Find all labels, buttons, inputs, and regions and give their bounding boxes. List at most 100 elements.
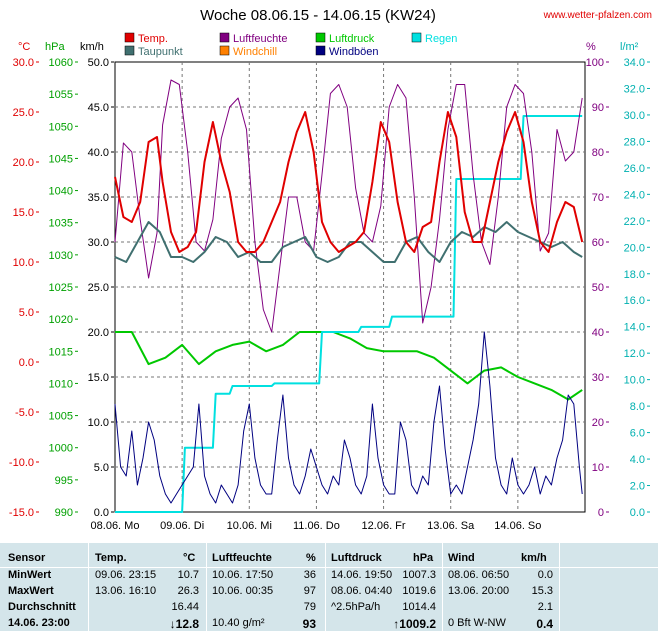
cell-hum-val: 97 [303,585,316,597]
legend-label: Windchill [233,46,277,58]
legend-label: Taupunkt [138,46,183,58]
tick-label-wind: 15.0 [88,372,109,384]
tick-label-pressure: 1060 [49,57,73,69]
cell-temp-val: 10.7 [177,569,199,581]
legend-swatch [315,45,326,56]
tick-label-rain: 14.0 [624,322,645,334]
x-tick-label: 09.06. Di [160,520,204,532]
cell-abs-humidity: 10.40 g/m² [212,617,265,629]
tick-label-temp: 25.0 [13,107,34,119]
x-tick-label: 08.06. Mo [91,520,140,532]
tick-label-wind: 35.0 [88,192,109,204]
x-tick-label: 14.06. So [494,520,541,532]
tick-label-wind: 40.0 [88,147,109,159]
series-line-taupunkt [114,221,583,263]
tick-label-rain: 6.0 [630,428,645,440]
tick-label-temp: 5.0 [19,307,34,319]
tick-label-humidity: 80 [592,147,604,159]
cell-temp-current: ↓12.8 [169,617,199,631]
tick-label-rain: 28.0 [624,136,645,148]
plot-area [114,61,586,513]
tick-label-rain: 34.0 [624,57,645,69]
tick-label-humidity: 0 [598,507,604,519]
tick-label-pressure: 1010 [49,378,73,390]
tick-label-pressure: 1000 [49,443,73,455]
tick-label-pressure: 1025 [49,282,73,294]
tick-label-pressure: 1030 [49,250,73,262]
legend-swatch [315,32,326,43]
cell-wind-time: 13.06. 20:00 [448,585,510,597]
tick-label-pressure: 1040 [49,186,73,198]
x-tick-label: 10.06. Mi [227,520,272,532]
tick-label-wind: 30.0 [88,237,109,249]
cell-press-val: 1014.4 [402,601,436,613]
tick-label-pressure: 1045 [49,153,73,165]
tick-label-temp: 20.0 [13,157,34,169]
series-line-regen [115,115,583,513]
cell-temp-val: 16.44 [171,601,199,613]
series-line-temp [114,111,584,253]
tick-label-wind: 0.0 [94,507,109,519]
legend-swatch [219,45,230,56]
tick-label-temp: 10.0 [13,257,34,269]
legend-label: Windböen [329,46,379,58]
legend-swatch [124,45,135,56]
tick-label-rain: 12.0 [624,348,645,360]
tick-label-rain: 10.0 [624,375,645,387]
tick-label-temp: -10.0 [9,457,34,469]
x-tick-label: 12.06. Fr [362,520,406,532]
legend-swatch [124,32,135,43]
tick-label-humidity: 60 [592,237,604,249]
legend-label: Temp. [138,33,168,45]
cell-press-time: 08.06. 04:40 [331,585,393,597]
cell-temp-time: 13.06. 16:10 [95,585,157,597]
tick-label-pressure: 1020 [49,314,73,326]
tick-label-humidity: 50 [592,282,604,294]
cell-hum-val: 36 [303,569,316,581]
tick-label-temp: -5.0 [15,407,34,419]
row-label-current: 14.06. 23:00 [8,617,70,629]
humidity-unit: % [586,41,596,53]
rain-unit: l/m² [620,41,639,53]
legend-label: Regen [425,33,457,45]
tick-label-humidity: 100 [586,57,604,69]
tick-label-temp: 15.0 [13,207,34,219]
cell-temp-val: 26.3 [177,585,199,597]
site-url[interactable]: www.wetter-pfalzen.com [543,10,652,21]
tick-label-rain: 8.0 [630,401,645,413]
tick-label-pressure: 1005 [49,411,73,423]
tick-label-wind: 50.0 [88,57,109,69]
tick-label-rain: 16.0 [624,295,645,307]
cell-hum-time: 10.06. 00:35 [212,585,274,597]
cell-press-time: ^2.5hPa/h [331,601,381,613]
header-temp: Temp. [95,552,127,564]
tick-label-rain: 22.0 [624,216,645,228]
tick-label-rain: 32.0 [624,83,645,95]
tick-label-temp: 30.0 [13,57,34,69]
row-label: MaxWert [8,585,54,597]
header-pressure-unit: hPa [413,552,434,564]
tick-label-pressure: 1055 [49,89,73,101]
cell-press-val: 1019.6 [402,585,436,597]
header-sensor: Sensor [8,552,46,564]
legend-label: Luftdruck [329,33,375,45]
cell-hum-time: 10.06. 17:50 [212,569,274,581]
header-temp-unit: °C [183,552,196,564]
header-wind: Wind [448,552,475,564]
tick-label-wind: 25.0 [88,282,109,294]
cell-wind-val: 2.1 [537,601,553,613]
pressure-unit: hPa [45,41,65,53]
tick-label-pressure: 1035 [49,218,73,230]
tick-label-temp: -15.0 [9,507,34,519]
cell-press-val: 1007.3 [402,569,436,581]
tick-label-wind: 10.0 [88,417,109,429]
temp-unit: °C [18,41,30,53]
cell-temp-time: 09.06. 23:15 [95,569,157,581]
tick-label-wind: 45.0 [88,102,109,114]
tick-label-rain: 20.0 [624,242,645,254]
cell-wind-val: 0.0 [537,569,553,581]
legend-swatch [411,32,422,43]
tick-label-rain: 18.0 [624,269,645,281]
tick-label-rain: 30.0 [624,110,645,122]
tick-label-pressure: 1050 [49,121,73,133]
